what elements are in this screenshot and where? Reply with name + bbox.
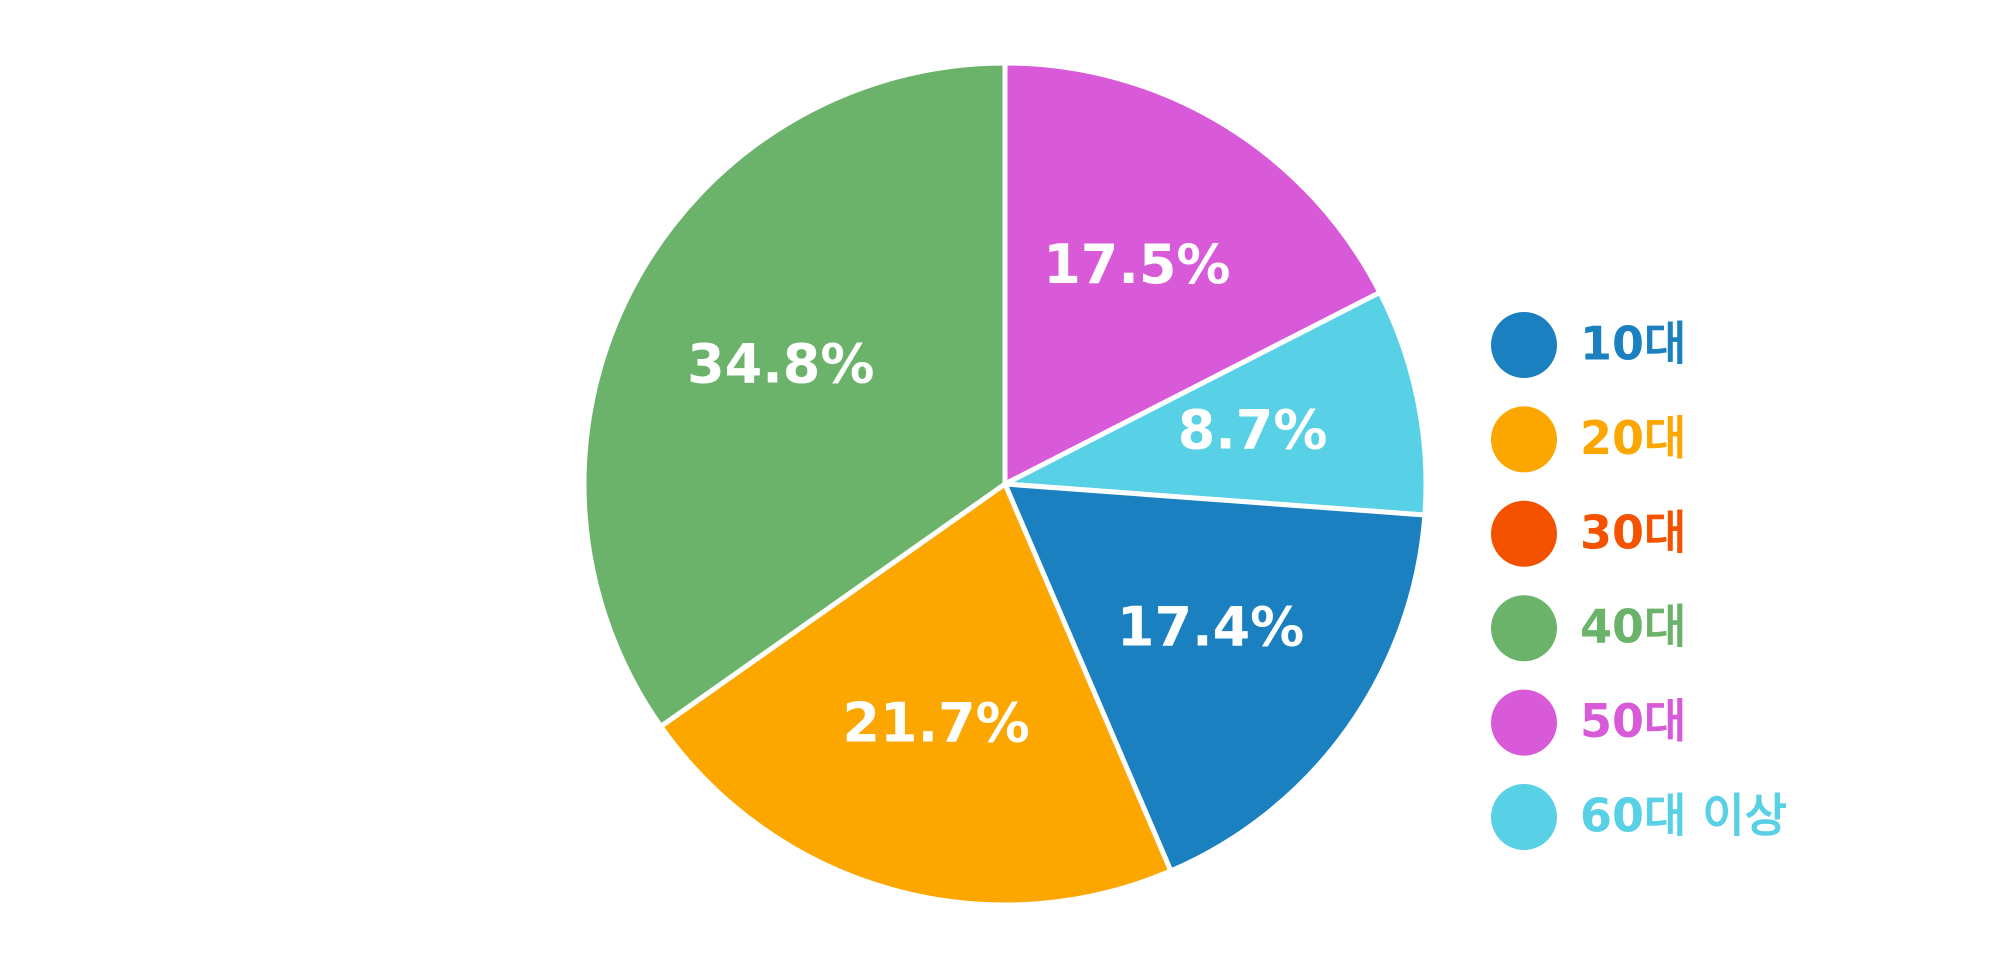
legend-marker bbox=[1491, 784, 1557, 850]
slice-label: 17.4% bbox=[1117, 595, 1304, 658]
legend-marker bbox=[1491, 500, 1557, 567]
legend-marker bbox=[1491, 312, 1557, 378]
pie-slice bbox=[1002, 289, 1429, 518]
legend-marker bbox=[1491, 595, 1557, 662]
legend-label: 10대 bbox=[1580, 317, 1686, 371]
slice-label: 8.7% bbox=[1178, 399, 1328, 462]
pie-slice bbox=[581, 60, 1008, 729]
legend-label: 40대 bbox=[1580, 600, 1686, 654]
legend-label: 50대 bbox=[1580, 694, 1686, 748]
slice-label: 34.8% bbox=[687, 332, 874, 395]
slice-label: 17.5% bbox=[1043, 233, 1230, 296]
legend-marker bbox=[1491, 406, 1557, 473]
slice-label: 21.7% bbox=[842, 692, 1029, 755]
pie-slice bbox=[658, 481, 1174, 908]
legend-marker bbox=[1491, 689, 1557, 756]
legend-label: 30대 bbox=[1580, 505, 1686, 559]
legend-label: 60대 이상 bbox=[1580, 789, 1787, 843]
pie-slice bbox=[1002, 60, 1383, 487]
legend-label: 20대 bbox=[1580, 411, 1686, 465]
pie-slice bbox=[1002, 481, 1428, 874]
